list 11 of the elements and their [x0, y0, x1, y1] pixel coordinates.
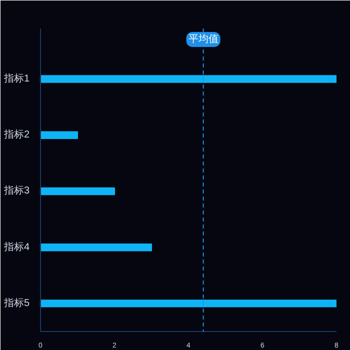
y-tick-label: 指标2: [2, 128, 30, 141]
y-tick-label: 指标4: [2, 240, 30, 253]
bar: [40, 187, 115, 196]
y-tick-label: 指标5: [2, 296, 30, 309]
bar: [40, 300, 336, 308]
y-tick-label: 指标3: [2, 184, 30, 197]
y-tick-label: 指标1: [2, 72, 30, 84]
bar: [40, 131, 78, 139]
ref-line-label: 平均值: [188, 32, 218, 45]
bar: [40, 75, 336, 83]
bar: [40, 243, 152, 252]
